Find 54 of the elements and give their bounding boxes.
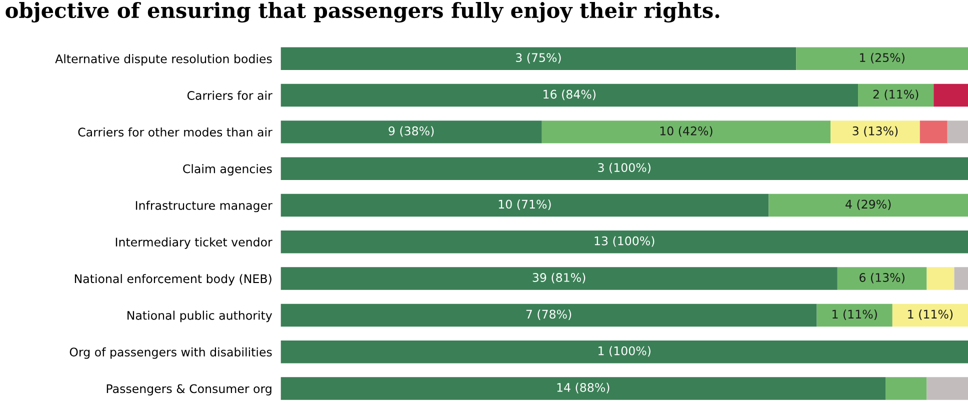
bar: [892, 304, 968, 327]
y-tick-label: Passengers & Consumer org: [106, 384, 272, 396]
bar: [837, 267, 927, 290]
data-label: 4 (29%): [846, 200, 891, 210]
data-label: 13 (100%): [594, 236, 654, 247]
bar: [280, 84, 858, 107]
bar: [280, 194, 769, 217]
bar: [280, 230, 968, 254]
data-label: 10 (71%): [498, 200, 551, 210]
data-label: 39 (81%): [532, 272, 586, 284]
y-tick-label: Alternative dispute resolution bodies: [55, 54, 272, 66]
data-label: 6 (13%): [860, 272, 904, 284]
data-label: 3 (75%): [516, 52, 561, 64]
bar: [796, 47, 968, 70]
bar: [830, 120, 920, 144]
data-label: 1 (11%): [908, 310, 953, 320]
bar: [934, 84, 968, 107]
bar: [926, 267, 954, 290]
bar: [280, 377, 886, 400]
bar: [280, 157, 968, 180]
data-label: 1 (100%): [598, 346, 650, 357]
y-tick-label: Carriers for air: [187, 90, 272, 100]
data-label: 7 (78%): [526, 310, 572, 320]
y-tick-label: National enforcement body (NEB): [74, 274, 272, 286]
y-tick-label: Carriers for other modes than air: [78, 127, 272, 137]
data-label: 16 (84%): [544, 90, 596, 100]
bar: [920, 120, 948, 144]
bar: [280, 304, 817, 327]
data-label: 1 (11%): [832, 310, 877, 320]
bar: [280, 267, 838, 290]
data-label: 14 (88%): [557, 382, 610, 394]
data-label: 10 (42%): [660, 126, 712, 137]
bar: [926, 377, 968, 400]
bar: [280, 47, 796, 70]
y-tick-label: National public authority: [128, 310, 272, 322]
bar: [947, 120, 968, 144]
bar: [886, 377, 927, 400]
bar: [280, 120, 542, 144]
data-label: 3 (100%): [598, 162, 650, 174]
bar: [858, 84, 934, 107]
y-tick-label: Claim agencies: [183, 164, 272, 176]
y-tick-label: Org of passengers with disabilities: [70, 347, 272, 359]
bar: [768, 194, 968, 217]
chart-title: objective of ensuring that passengers fully enjoy their rights.: [6, 2, 720, 22]
bar: [542, 120, 831, 144]
y-tick-label: Infrastructure manager: [136, 200, 272, 212]
bar: [816, 304, 892, 327]
data-label: 1 (25%): [860, 52, 904, 64]
data-label: 2 (11%): [873, 90, 918, 100]
data-label: 3 (13%): [852, 126, 898, 137]
y-tick-label: Intermediary ticket vendor: [116, 237, 272, 249]
data-label: 9 (38%): [388, 126, 434, 137]
bar: [954, 267, 968, 290]
bar: [280, 340, 968, 364]
